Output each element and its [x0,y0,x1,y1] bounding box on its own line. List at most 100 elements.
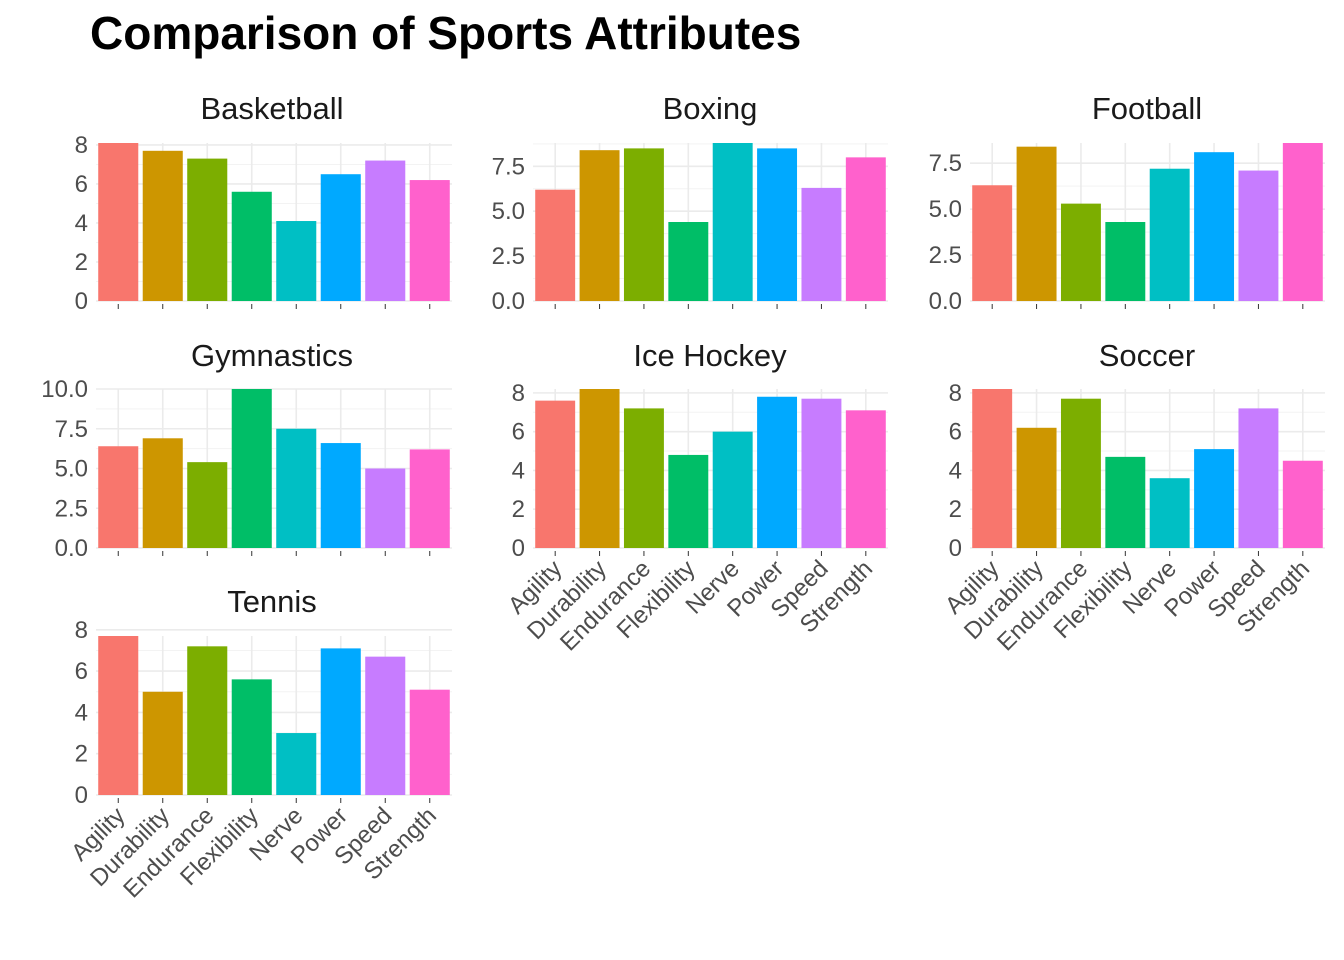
y-tick-label: 2 [512,496,525,523]
bar-ice-hockey-flexibility [668,454,709,548]
bar-ice-hockey-durability [579,389,620,548]
bar-football-endurance [1060,203,1101,301]
bar-soccer-endurance [1060,398,1101,548]
bar-soccer-durability [1016,427,1057,548]
bar-football-durability [1016,146,1057,301]
bar-ice-hockey-agility [535,400,576,548]
y-tick-label: 7.5 [929,150,962,177]
y-tick-label: 0.0 [492,288,525,315]
bar-gymnastics-durability [142,438,183,548]
y-tick-label: 7.5 [492,153,525,180]
y-tick-label: 10.0 [41,376,88,403]
y-tick-label: 2.5 [55,495,88,522]
bar-tennis-power [320,648,361,795]
bar-boxing-agility [535,189,576,301]
facet-title: Boxing [663,91,758,126]
chart-title: Comparison of Sports Attributes [90,7,802,59]
y-tick-label: 4 [75,210,88,237]
bar-football-strength [1282,143,1323,301]
y-tick-label: 8 [75,617,88,644]
y-tick-label: 8 [512,380,525,407]
bar-tennis-agility [98,636,139,795]
bar-soccer-nerve [1149,478,1190,548]
bar-boxing-endurance [623,148,664,301]
facet-title: Soccer [1099,338,1195,373]
bar-tennis-strength [409,689,450,795]
y-tick-label: 8 [949,380,962,407]
facet-title: Football [1092,91,1202,126]
bar-boxing-durability [579,150,620,301]
facet-basketball: 0 2 4 6 8 Basketball [75,91,452,315]
bar-basketball-agility [98,143,139,301]
y-tick-label: 5.0 [929,196,962,223]
bar-boxing-flexibility [668,222,709,301]
bar-basketball-speed [365,160,406,301]
y-tick-label: 0 [75,782,88,809]
bar-gymnastics-endurance [187,462,228,548]
bar-football-speed [1238,170,1279,301]
bar-boxing-power [757,148,798,301]
y-tick-label: 7.5 [55,416,88,443]
y-tick-label: 6 [75,658,88,685]
facet-gymnastics: 0.0 2.5 5.0 7.5 10.0 Gymnastics [41,338,452,562]
bar-soccer-agility [972,389,1013,548]
bar-ice-hockey-speed [801,398,842,548]
bar-boxing-speed [801,187,842,301]
y-tick-label: 2 [75,249,88,276]
facet-title: Gymnastics [191,338,353,373]
bar-gymnastics-power [320,443,361,548]
bar-tennis-nerve [276,733,317,795]
bar-gymnastics-speed [365,468,406,548]
y-tick-label: 0.0 [929,288,962,315]
bar-football-power [1194,152,1235,301]
facet-soccer: 02468SoccerAgilityDurabilityEnduranceFle… [940,338,1325,656]
bar-tennis-endurance [187,646,228,795]
y-tick-label: 5.0 [492,198,525,225]
bar-football-agility [972,185,1013,301]
facet-title: Tennis [227,584,317,619]
bar-gymnastics-flexibility [231,389,272,548]
facet-tennis: 02468TennisAgilityDurabilityEnduranceFle… [66,584,452,903]
y-tick-label: 4 [75,699,88,726]
bar-gymnastics-nerve [276,428,317,548]
bar-soccer-power [1194,449,1235,548]
bar-soccer-strength [1282,460,1323,548]
y-tick-label: 6 [75,171,88,198]
y-tick-label: 4 [512,457,525,484]
facet-football: 0.0 2.5 5.0 7.5 Football [929,91,1325,315]
y-tick-label: 0 [512,535,525,562]
bar-ice-hockey-endurance [623,408,664,548]
bar-tennis-flexibility [231,679,272,795]
bar-soccer-speed [1238,408,1279,548]
bar-soccer-flexibility [1105,456,1146,548]
bar-ice-hockey-power [757,396,798,548]
y-tick-label: 0 [949,535,962,562]
bar-gymnastics-agility [98,446,139,548]
y-tick-label: 8 [75,132,88,159]
bar-tennis-durability [142,691,183,795]
bar-boxing-strength [845,157,886,301]
bar-ice-hockey-strength [845,410,886,548]
y-tick-label: 2.5 [492,243,525,270]
y-tick-label: 0.0 [55,535,88,562]
facet-title: Ice Hockey [633,338,787,373]
bar-basketball-strength [409,180,450,301]
y-tick-label: 2.5 [929,242,962,269]
y-tick-label: 2 [949,496,962,523]
facet-title: Basketball [200,91,343,126]
y-tick-label: 0 [75,288,88,315]
facet-boxing: 0.0 2.5 5.0 7.5 Boxing [492,91,888,315]
bar-basketball-durability [142,150,183,301]
bar-basketball-power [320,174,361,301]
bar-football-flexibility [1105,222,1146,301]
bar-ice-hockey-nerve [712,431,753,548]
bar-football-nerve [1149,168,1190,301]
y-tick-label: 6 [949,419,962,446]
bar-gymnastics-strength [409,449,450,548]
y-tick-label: 5.0 [55,456,88,483]
bar-basketball-endurance [187,158,228,301]
y-tick-label: 2 [75,741,88,768]
bar-basketball-nerve [276,221,317,301]
